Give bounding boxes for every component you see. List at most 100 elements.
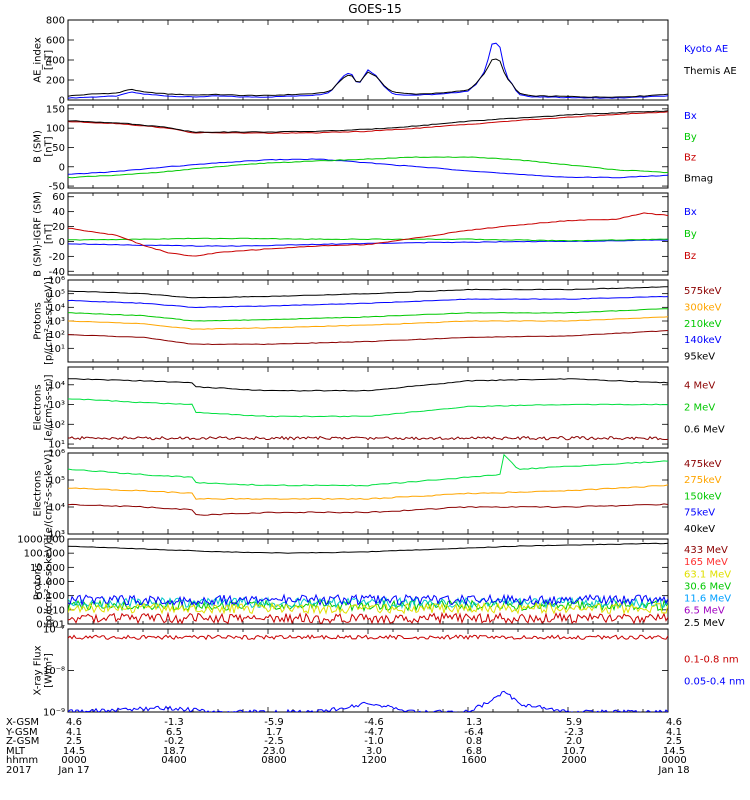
ephemeris-value: 4.1 [66, 726, 82, 738]
ephemeris-row-label: Z-GSM [6, 736, 40, 748]
ephemeris-value: 4.6 [66, 717, 82, 728]
series-line [68, 212, 668, 257]
series-line [68, 453, 668, 487]
y-tick-label: 10⁶ [48, 449, 65, 460]
series-line [68, 295, 668, 309]
series-line [68, 601, 668, 615]
y-tick-label: 600 [46, 36, 65, 47]
legend-label: Bx [684, 111, 697, 122]
y-axis-label: Protons [33, 302, 44, 339]
y-tick-label: 10³ [48, 317, 65, 328]
ephemeris-value: Jan 18 [658, 764, 690, 776]
y-tick-label: 10¹ [48, 440, 65, 451]
y-axis-label: X-ray Flux [33, 645, 44, 695]
ephemeris-value: 0000 [61, 755, 87, 767]
series-line [68, 237, 668, 242]
ephemeris-value: -0.2 [164, 736, 184, 748]
legend-label: 95keV [684, 352, 715, 363]
series-group [68, 286, 668, 346]
y-tick-label: 10⁴ [48, 303, 65, 314]
panel-frame [67, 452, 669, 535]
series-line [68, 110, 668, 133]
y-tick-label: -20 [49, 252, 65, 263]
ephemeris-value: -1.0 [364, 736, 384, 748]
series-line [68, 435, 668, 441]
ephemeris-value: 10.7 [562, 745, 586, 757]
panel-frame [67, 628, 669, 713]
ephemeris-row: Y-GSM 4.1 6.5 1.7 -4.7 -6.4 -2.3 4.1 [6, 726, 746, 738]
ephemeris-row-label: 2017 [6, 764, 32, 776]
series-line [68, 690, 668, 712]
ephemeris-value: 1.3 [466, 717, 482, 728]
legend-label: 475keV [684, 459, 722, 470]
ephemeris-value: 0400 [161, 755, 187, 767]
series-line [68, 111, 668, 134]
y-tick-label: 0 [59, 237, 65, 248]
y-tick-label: 10⁴ [48, 503, 65, 514]
series-group [68, 378, 668, 441]
y-tick-label: 10⁶ [48, 276, 65, 287]
legend-label: 75keV [684, 508, 715, 519]
series-group [68, 453, 668, 516]
y-tick-label: 0.010 [36, 605, 65, 616]
ephemeris-row-label: hhmm [6, 755, 39, 767]
legend-label: Kyoto AE [684, 44, 728, 55]
y-tick-label: 150 [46, 104, 65, 115]
ephemeris-value: -5.9 [264, 717, 284, 728]
y-tick-label: 10³ [48, 400, 65, 411]
ephemeris-row: 2017 Jan 17 Jan 18 [6, 764, 746, 776]
legend-label: 165 MeV [684, 557, 728, 568]
y-tick-label: 1000.000 [17, 535, 65, 546]
y-axis-label: B (SM)-IGRF (SM) [33, 191, 44, 277]
legend-label: Bx [684, 207, 697, 218]
y-tick-label: 0.001 [36, 620, 65, 631]
series-group [68, 42, 668, 99]
panel-frame [67, 19, 669, 101]
y-axis-label: [e/(cm²-s-sr-keV)] [44, 450, 55, 538]
y-axis-label: [p/(cm²-s-sr-keV)] [44, 277, 55, 365]
ephemeris-value: 0.8 [466, 736, 482, 748]
legend-label: 0.1-0.8 nm [684, 655, 739, 666]
series-line [68, 308, 668, 322]
y-axis-label: Electrons [33, 384, 44, 430]
y-tick-label: 100.000 [24, 549, 65, 560]
ephemeris-value: 3.0 [366, 745, 382, 757]
y-tick-label: 10.000 [30, 563, 65, 574]
legend-label: 11.6 MeV [684, 594, 731, 605]
series-line [68, 286, 668, 299]
ephemeris-value: 14.5 [662, 745, 686, 757]
y-tick-label: 10⁻⁷ [43, 625, 65, 636]
series-line [68, 330, 668, 346]
y-tick-label: 10¹ [48, 344, 65, 355]
panel-frame [67, 192, 669, 276]
y-tick-label: 10⁵ [48, 289, 65, 300]
series-line [68, 611, 668, 624]
series-line [68, 484, 668, 500]
ephemeris-value: -4.7 [364, 726, 384, 738]
panel-bsm: -50 0 50 100 150 B (SM) [nT] Bx By Bz Bmag [33, 104, 714, 192]
ephemeris-value: -2.5 [264, 736, 284, 748]
legend-label: 40keV [684, 524, 715, 535]
ephemeris-row-label: Y-GSM [6, 726, 38, 738]
legend-label: 275keV [684, 475, 722, 486]
series-line [68, 158, 668, 179]
y-tick-label: 10⁴ [48, 380, 65, 391]
page-title: GOES-15 [348, 2, 402, 16]
panel-protons_mage: 10¹ 10² 10³ 10⁴ 10⁵ 10⁶ Protons [p/(cm²-s-sr-ke… [33, 276, 722, 365]
ephemeris-value: 0800 [261, 755, 287, 767]
y-axis-label: Electrons [33, 470, 44, 516]
ephemeris-value: 1600 [461, 755, 487, 767]
y-axis-label: [nT] [44, 50, 55, 70]
legend-label: 6.5 MeV [684, 606, 725, 617]
y-tick-label: 10⁵ [48, 476, 65, 487]
series-group [68, 542, 668, 624]
ephemeris-value: 18.7 [162, 745, 186, 757]
y-axis-label: [nT] [44, 224, 55, 244]
legend-label: 30.6 MeV [684, 581, 731, 592]
y-tick-label: 10⁻⁹ [43, 708, 65, 719]
legend-label: 140keV [684, 335, 722, 346]
series-line [68, 593, 668, 607]
panel-frame [67, 104, 669, 189]
ephemeris-value: 2.5 [66, 736, 82, 748]
